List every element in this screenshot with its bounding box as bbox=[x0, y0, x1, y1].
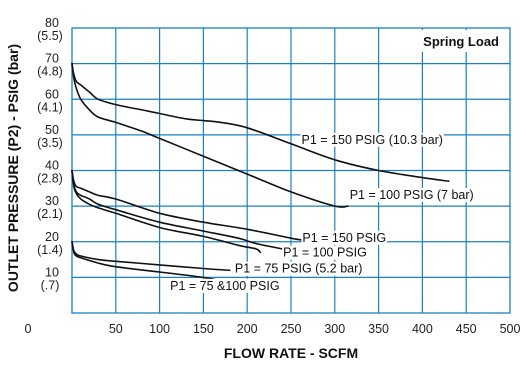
annotation-label: P1 = 75 PSIG (5.2 bar) bbox=[235, 262, 363, 276]
x-tick-label: 0 bbox=[25, 322, 32, 336]
y-tick-label: 80 bbox=[45, 16, 59, 30]
y-tick-sublabel: (2.8) bbox=[37, 172, 63, 186]
annotation-bg bbox=[301, 230, 388, 245]
x-tick-label: 150 bbox=[193, 322, 214, 336]
y-tick-sublabel: (4.1) bbox=[37, 100, 63, 114]
y-tick-label: 40 bbox=[45, 159, 59, 173]
annotation-bg bbox=[282, 245, 368, 260]
y-tick-label: 50 bbox=[45, 123, 59, 137]
annotation-label: P1 = 150 PSIG (10.3 bar) bbox=[302, 133, 443, 147]
annotation-bg bbox=[233, 261, 364, 276]
x-tick-label: 500 bbox=[500, 322, 521, 336]
series-group bbox=[71, 62, 450, 282]
y-tick-sublabel: (3.5) bbox=[37, 136, 63, 150]
x-tick-label: 400 bbox=[412, 322, 433, 336]
y-tick-sublabel: (4.8) bbox=[37, 65, 63, 79]
x-tick-label: 200 bbox=[237, 322, 258, 336]
y-tick-label: 30 bbox=[45, 194, 59, 208]
x-tick-label: 100 bbox=[149, 322, 170, 336]
x-tick-label: 450 bbox=[456, 322, 477, 336]
y-axis-title: OUTLET PRESSURE (P2) - PSIG (bar) bbox=[5, 44, 21, 292]
series-line-3 bbox=[71, 169, 303, 241]
annotations: P1 = 150 PSIG (10.3 bar) P1 = 100 PSIG (7… bbox=[169, 132, 475, 293]
annotation-bg bbox=[348, 188, 475, 202]
series-line-5 bbox=[71, 169, 262, 254]
x-tick-label: 50 bbox=[109, 322, 123, 336]
annotation-label: P1 = 75 &100 PSIG bbox=[170, 279, 279, 293]
y-tick-sublabel: (2.1) bbox=[37, 207, 63, 221]
series-line-6 bbox=[71, 241, 231, 272]
y-tick-label: 20 bbox=[45, 230, 59, 244]
y-tick-label: 10 bbox=[45, 265, 59, 279]
series-line-1 bbox=[71, 62, 450, 182]
y-tick-sublabel: (1.4) bbox=[37, 243, 63, 257]
y-tick-label: 60 bbox=[45, 87, 59, 101]
x-tick-labels: 0 50 100 150 200 250 300 350 400 450 500 bbox=[25, 322, 521, 336]
series-line-2 bbox=[71, 62, 349, 208]
annotation-label: P1 = 100 PSIG (7 bar) bbox=[350, 188, 474, 202]
annotation-bg bbox=[300, 132, 444, 147]
y-tick-sublabel: (.7) bbox=[41, 278, 60, 292]
annotation-label: P1 = 150 PSIG bbox=[302, 231, 386, 245]
x-tick-label: 250 bbox=[281, 322, 302, 336]
x-tick-label: 300 bbox=[324, 322, 345, 336]
y-tick-sublabel: (5.5) bbox=[37, 29, 63, 43]
chart-title: Spring Load bbox=[423, 34, 499, 49]
series-line-7 bbox=[71, 241, 222, 282]
annotation-label: P1 = 100 PSIG bbox=[283, 246, 367, 260]
annotation-bg bbox=[169, 278, 281, 293]
title-box bbox=[388, 30, 506, 52]
x-tick-label: 350 bbox=[368, 322, 389, 336]
y-tick-label: 70 bbox=[45, 52, 59, 66]
y-tick-labels: 10(.7) 20(1.4) 30(2.1) 40(2.8) 50(3.5) 60(4.1… bbox=[37, 16, 63, 292]
x-axis-title: FLOW RATE - SCFM bbox=[224, 345, 358, 361]
